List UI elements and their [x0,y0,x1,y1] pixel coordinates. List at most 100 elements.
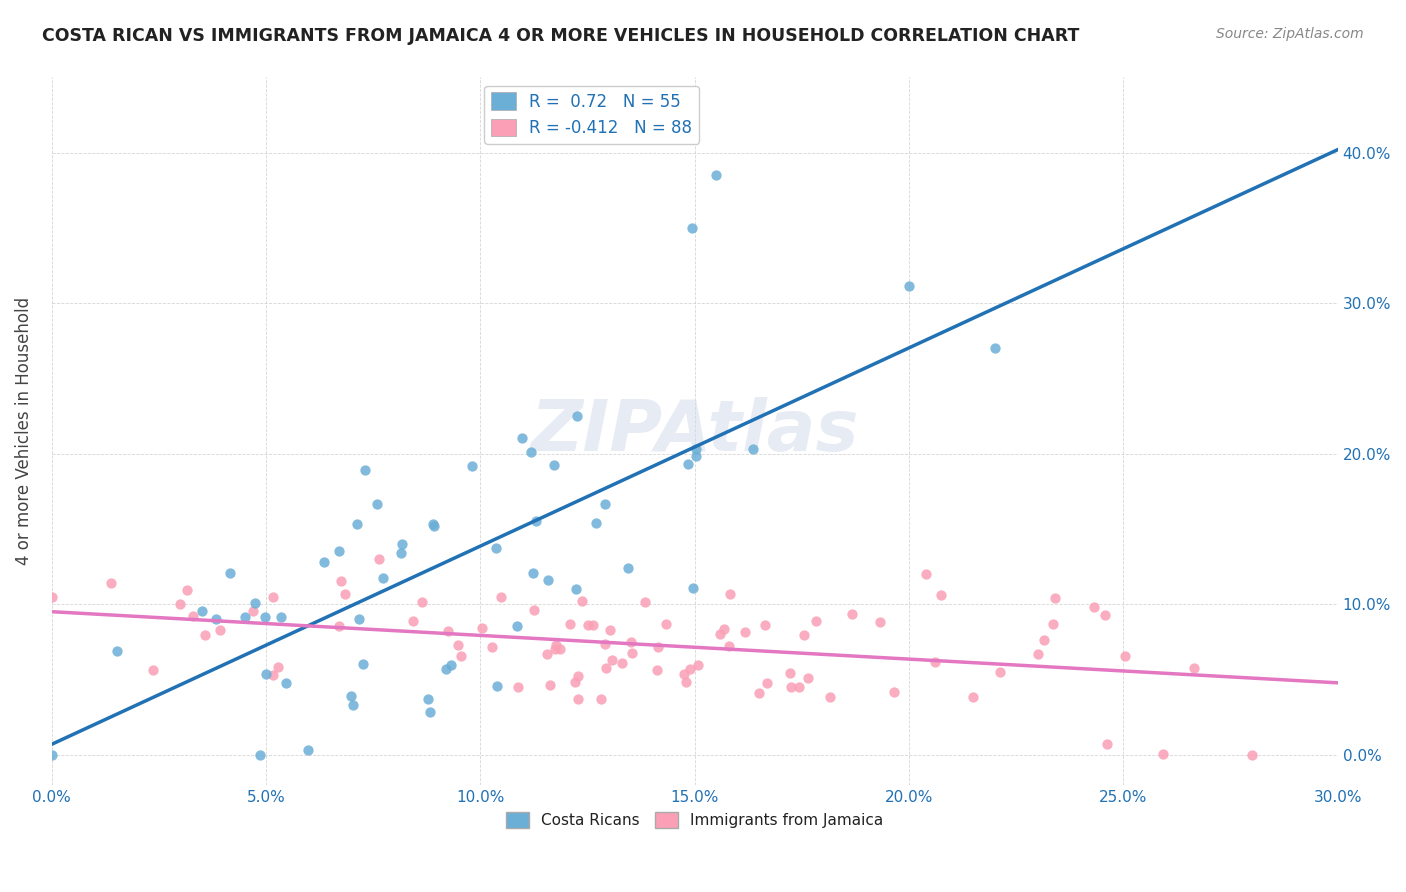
Point [804,614,827,628]
Point [219,566,242,580]
Point [793,628,815,642]
Point [621,646,644,660]
Point [330,574,353,588]
Point [418,692,440,706]
Point [447,638,470,652]
Point [209,624,232,638]
Point [1182,661,1205,675]
Point [262,590,284,604]
Point [339,689,361,703]
Point [366,497,388,511]
Point [450,649,472,664]
Point [576,618,599,632]
Point [704,169,727,183]
Point [655,616,678,631]
Point [571,594,593,608]
Point [673,666,696,681]
Point [796,671,818,685]
Point [1043,591,1066,606]
Point [988,665,1011,680]
Point [1042,616,1064,631]
Point [519,444,541,458]
Point [599,623,621,637]
Point [437,624,460,638]
Point [962,690,984,705]
Point [262,668,284,682]
Point [685,450,707,464]
Point [249,747,271,762]
Point [41,747,63,762]
Point [548,641,571,656]
Point [543,458,565,472]
Point [1152,747,1174,761]
Point [679,662,702,676]
Point [352,657,374,671]
Point [522,566,544,580]
Point [841,607,863,621]
Point [538,678,561,692]
Point [274,675,297,690]
Point [780,680,803,694]
Point [634,595,657,609]
Point [419,705,441,719]
Point [787,680,810,694]
Point [297,742,319,756]
Point [333,587,356,601]
Point [524,514,547,528]
Point [779,666,801,681]
Y-axis label: 4 or more Vehicles in Household: 4 or more Vehicles in Household [15,297,32,566]
Point [741,442,763,457]
Point [471,621,494,635]
Point [242,604,264,618]
Point [204,612,226,626]
Point [713,623,735,637]
Point [682,581,704,595]
Point [685,442,707,457]
Point [100,576,122,591]
Point [585,516,607,531]
Point [346,516,368,531]
Point [600,652,623,666]
Point [645,664,668,678]
Point [1033,632,1056,647]
Point [718,587,741,601]
Point [564,675,586,690]
Point [647,640,669,655]
Point [142,664,165,678]
Point [461,458,484,473]
Point [717,639,740,653]
Point [328,544,350,558]
Point [254,609,277,624]
Point [368,552,391,566]
Point [681,221,703,235]
Point [243,596,266,610]
Point [686,657,709,672]
Point [270,610,292,624]
Text: Source: ZipAtlas.com: Source: ZipAtlas.com [1216,27,1364,41]
Point [1083,599,1105,614]
Point [1094,607,1116,622]
Point [1095,737,1118,751]
Point [266,660,288,674]
Point [924,655,946,669]
Point [389,546,412,560]
Point [536,647,558,661]
Point [233,610,256,624]
Text: COSTA RICAN VS IMMIGRANTS FROM JAMAICA 4 OR MORE VEHICLES IN HOUSEHOLD CORRELATI: COSTA RICAN VS IMMIGRANTS FROM JAMAICA 4… [42,27,1080,45]
Point [558,617,581,632]
Point [489,590,512,604]
Point [537,573,560,587]
Point [595,497,617,511]
Point [617,560,640,574]
Point [929,588,952,602]
Point [675,675,697,690]
Point [820,690,842,705]
Point [589,691,612,706]
Point [883,684,905,698]
Point [422,519,444,533]
Point [481,640,503,654]
Point [523,603,546,617]
Point [181,608,204,623]
Point [734,624,756,639]
Point [371,571,394,585]
